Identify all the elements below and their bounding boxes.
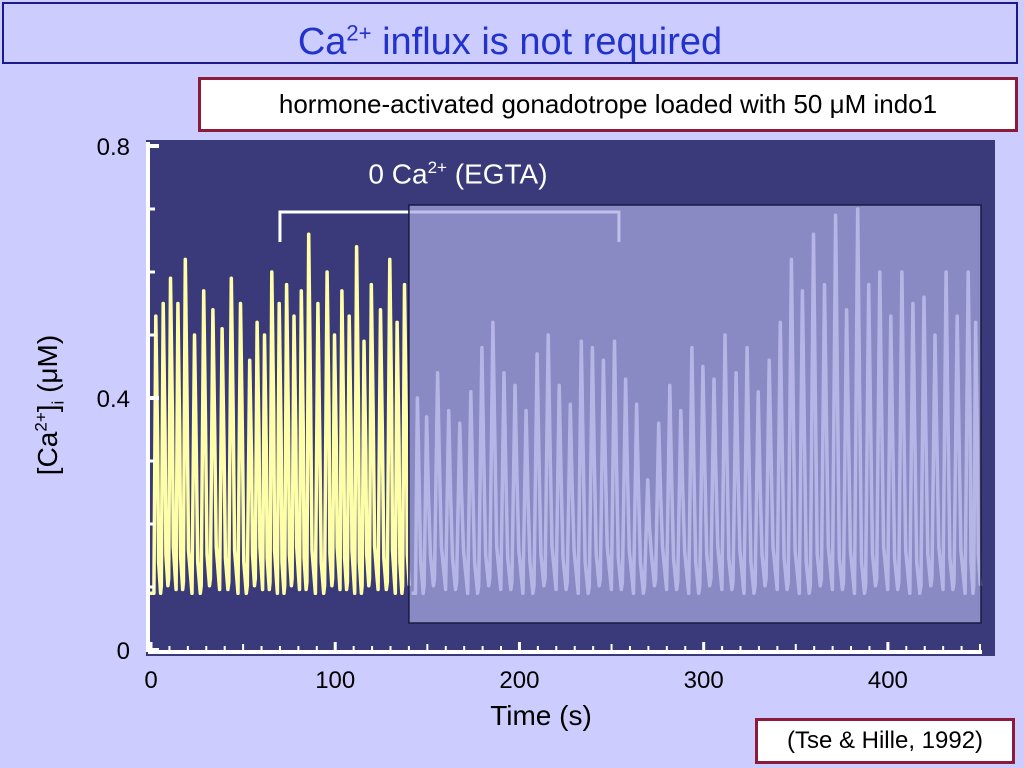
series-1-peak-31 [395,321,399,324]
y-tick-label: 0 [117,638,130,665]
series-1-peak-27 [362,340,366,343]
series-1-peak-15 [270,270,273,274]
series-1-peak-1 [154,314,157,318]
subtitle-box: hormone-activated gonadotrope loaded wit… [198,77,1018,132]
y-tick-label: 0.8 [97,134,130,161]
series-1-peak-13 [255,321,259,324]
y-tick-label: 0.4 [97,386,130,413]
series-1-peak-10 [230,277,233,280]
x-tick-label: 400 [868,667,908,694]
series-1-peak-25 [348,314,351,318]
series-1-peak-16 [278,302,281,305]
egta-annotation-label: 0 Ca2+ (EGTA) [368,158,548,190]
slide-title: Ca2+ influx is not required [297,20,723,63]
series-1-peak-3 [169,277,172,280]
series-1-peak-6 [193,333,196,337]
series-1-peak-23 [333,333,336,337]
series-1-peak-18 [292,314,296,318]
series-1-peak-14 [263,333,266,337]
y-axis-label: [Ca2+]i (μM) [31,334,68,476]
series-1-peak-29 [379,308,382,311]
subtitle-text: hormone-activated gonadotrope loaded wit… [278,89,938,119]
series-1-peak-11 [239,302,242,305]
series-1-peak-9 [220,327,224,330]
citation-text: (Tse & Hille, 1992) [786,727,984,754]
series-1-peak-7 [202,289,205,293]
x-tick-label: 200 [499,667,539,694]
series-1-peak-17 [285,283,288,286]
series-1-line [149,232,412,596]
x-tick-label: 100 [315,667,355,694]
series-1-peak-26 [355,245,358,248]
series-1-peak-24 [340,289,344,293]
series-1-peak-19 [300,289,303,293]
overlay-panel [408,204,982,624]
series-1-peak-12 [248,359,251,362]
series-1-peak-2 [162,302,165,305]
series-1-peak-30 [388,258,391,261]
series-1-peak-21 [316,302,320,305]
series-1-peak-32 [403,283,406,286]
citation-box: (Tse & Hille, 1992) [755,718,1015,764]
x-tick-label: 0 [144,667,157,694]
series-1-peak-22 [325,270,329,274]
title-box: Ca2+ influx is not required [2,2,1018,64]
series-1-peak-4 [176,302,180,305]
ticks-group: 0 0.4 0.8 0 100 200 300 400 [97,134,981,694]
series-1-peak-20 [307,233,310,236]
x-axis-label: Time (s) [490,700,592,731]
x-tick-label: 300 [684,667,724,694]
series-1-peak-8 [211,308,215,311]
series-1-peak-28 [370,283,373,286]
series-1-peak-5 [184,258,187,261]
